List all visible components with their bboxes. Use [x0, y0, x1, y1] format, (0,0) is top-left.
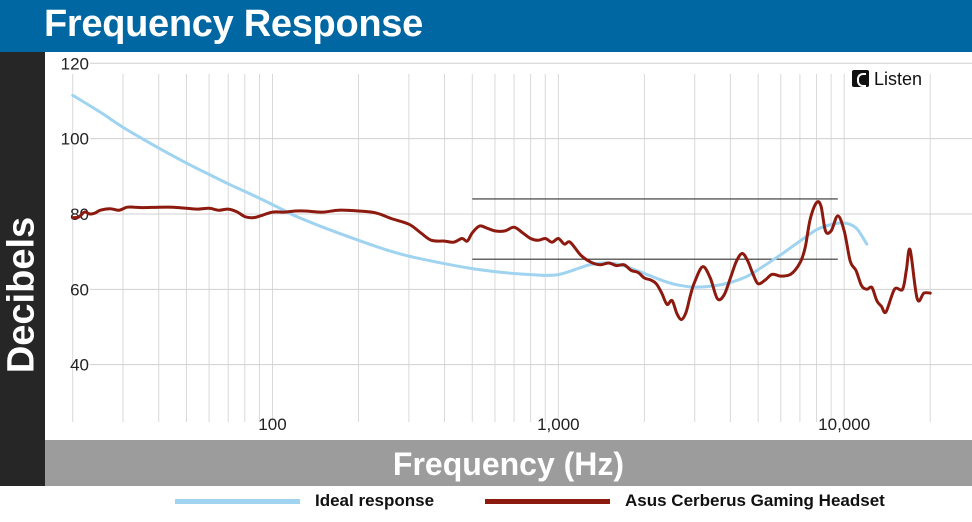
x-axis-label: Frequency (Hz) — [392, 446, 625, 482]
brand-logo: Listen — [852, 69, 922, 89]
legend-label-ideal: Ideal response — [315, 491, 435, 510]
y-tick-label: 100 — [61, 130, 89, 149]
y-axis-label: Decibels — [0, 216, 43, 374]
legend-swatch-headset — [485, 499, 610, 504]
listen-logo-icon — [852, 70, 869, 87]
tick-labels: 40 60 80 100 120 100 1,000 10,000 — [61, 54, 871, 434]
y-tick-label: 40 — [70, 356, 89, 375]
series-lines — [71, 93, 932, 321]
x-tick-label: 10,000 — [818, 415, 870, 434]
grid — [72, 62, 972, 422]
series-line-headset — [71, 200, 932, 321]
x-tick-label: 1,000 — [537, 415, 580, 434]
chart-plot: 40 60 80 100 120 100 1,000 10,000 — [61, 54, 972, 434]
brand-label: Listen — [874, 69, 923, 89]
series-line-ideal — [71, 93, 869, 289]
y-tick-label: 120 — [61, 54, 89, 73]
y-axis-label-bar: Decibels — [0, 52, 45, 486]
x-axis-label-bar: Frequency (Hz) — [45, 440, 972, 486]
title-bar: Frequency Response — [0, 0, 972, 52]
reference-lines — [472, 198, 838, 260]
legend-label-headset: Asus Cerberus Gaming Headset — [625, 491, 885, 510]
x-tick-label: 100 — [258, 415, 286, 434]
chart-title: Frequency Response — [44, 3, 423, 45]
y-tick-label: 60 — [70, 280, 89, 299]
legend-swatch-ideal — [175, 499, 300, 504]
y-tick-label: 80 — [70, 205, 89, 224]
legend: Ideal response Asus Cerberus Gaming Head… — [0, 488, 972, 516]
